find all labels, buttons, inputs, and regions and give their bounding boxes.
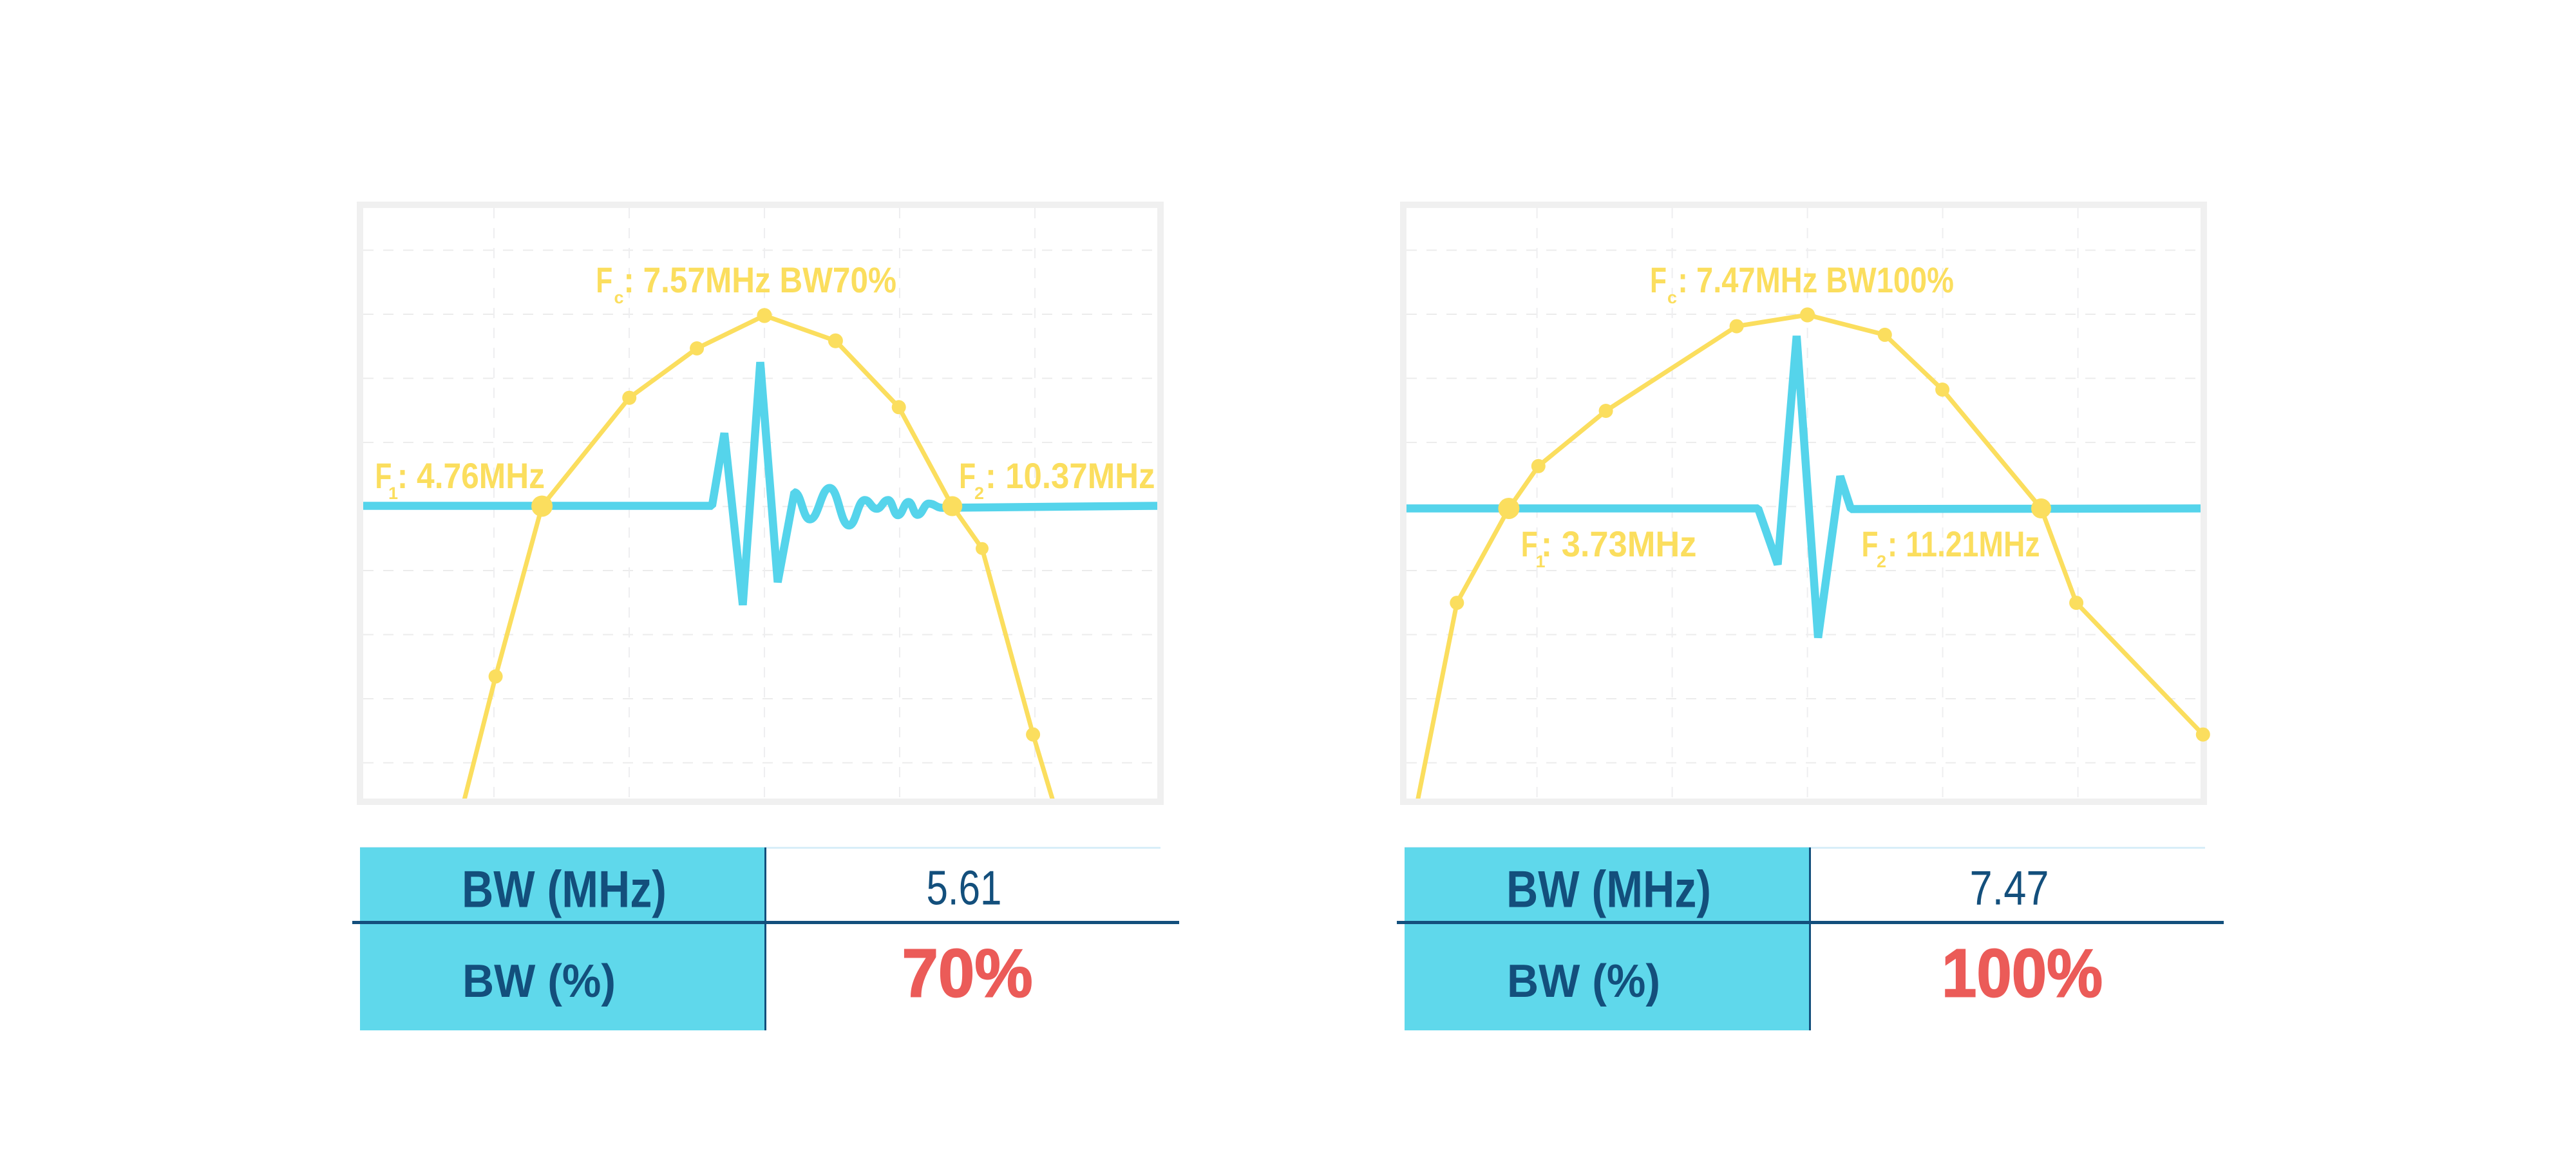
svg-text:100%: 100%: [1942, 936, 2103, 1012]
svg-text:F: F: [596, 260, 612, 300]
svg-text:BW (MHz): BW (MHz): [1506, 860, 1711, 918]
svg-text:c: c: [614, 288, 624, 307]
svg-text:: 10.37MHz: : 10.37MHz: [985, 455, 1155, 496]
svg-text:: 7.57MHz BW70%: : 7.57MHz BW70%: [623, 260, 896, 300]
svg-text:: 4.76MHz: : 4.76MHz: [397, 455, 545, 496]
svg-text:7.47: 7.47: [1970, 861, 2049, 915]
svg-text:: 11.21MHz: : 11.21MHz: [1888, 524, 2040, 564]
svg-text:70%: 70%: [902, 936, 1033, 1012]
svg-text:F: F: [1521, 524, 1538, 564]
svg-text:F: F: [959, 455, 976, 496]
svg-text:: 7.47MHz BW100%: : 7.47MHz BW100%: [1678, 260, 1954, 300]
svg-text:BW (%): BW (%): [1507, 956, 1660, 1007]
svg-text:BW (%): BW (%): [462, 956, 616, 1007]
svg-text:F: F: [375, 455, 392, 496]
svg-text:1: 1: [388, 484, 398, 503]
svg-text:5.61: 5.61: [927, 861, 1002, 915]
svg-text:2: 2: [974, 484, 984, 503]
svg-text:F: F: [1862, 524, 1879, 564]
svg-text:: 3.73MHz: : 3.73MHz: [1541, 524, 1697, 564]
svg-text:1: 1: [1536, 552, 1546, 571]
svg-text:F: F: [1650, 260, 1667, 300]
svg-text:BW (MHz): BW (MHz): [462, 860, 667, 918]
svg-text:c: c: [1667, 288, 1677, 307]
svg-text:2: 2: [1877, 552, 1886, 571]
